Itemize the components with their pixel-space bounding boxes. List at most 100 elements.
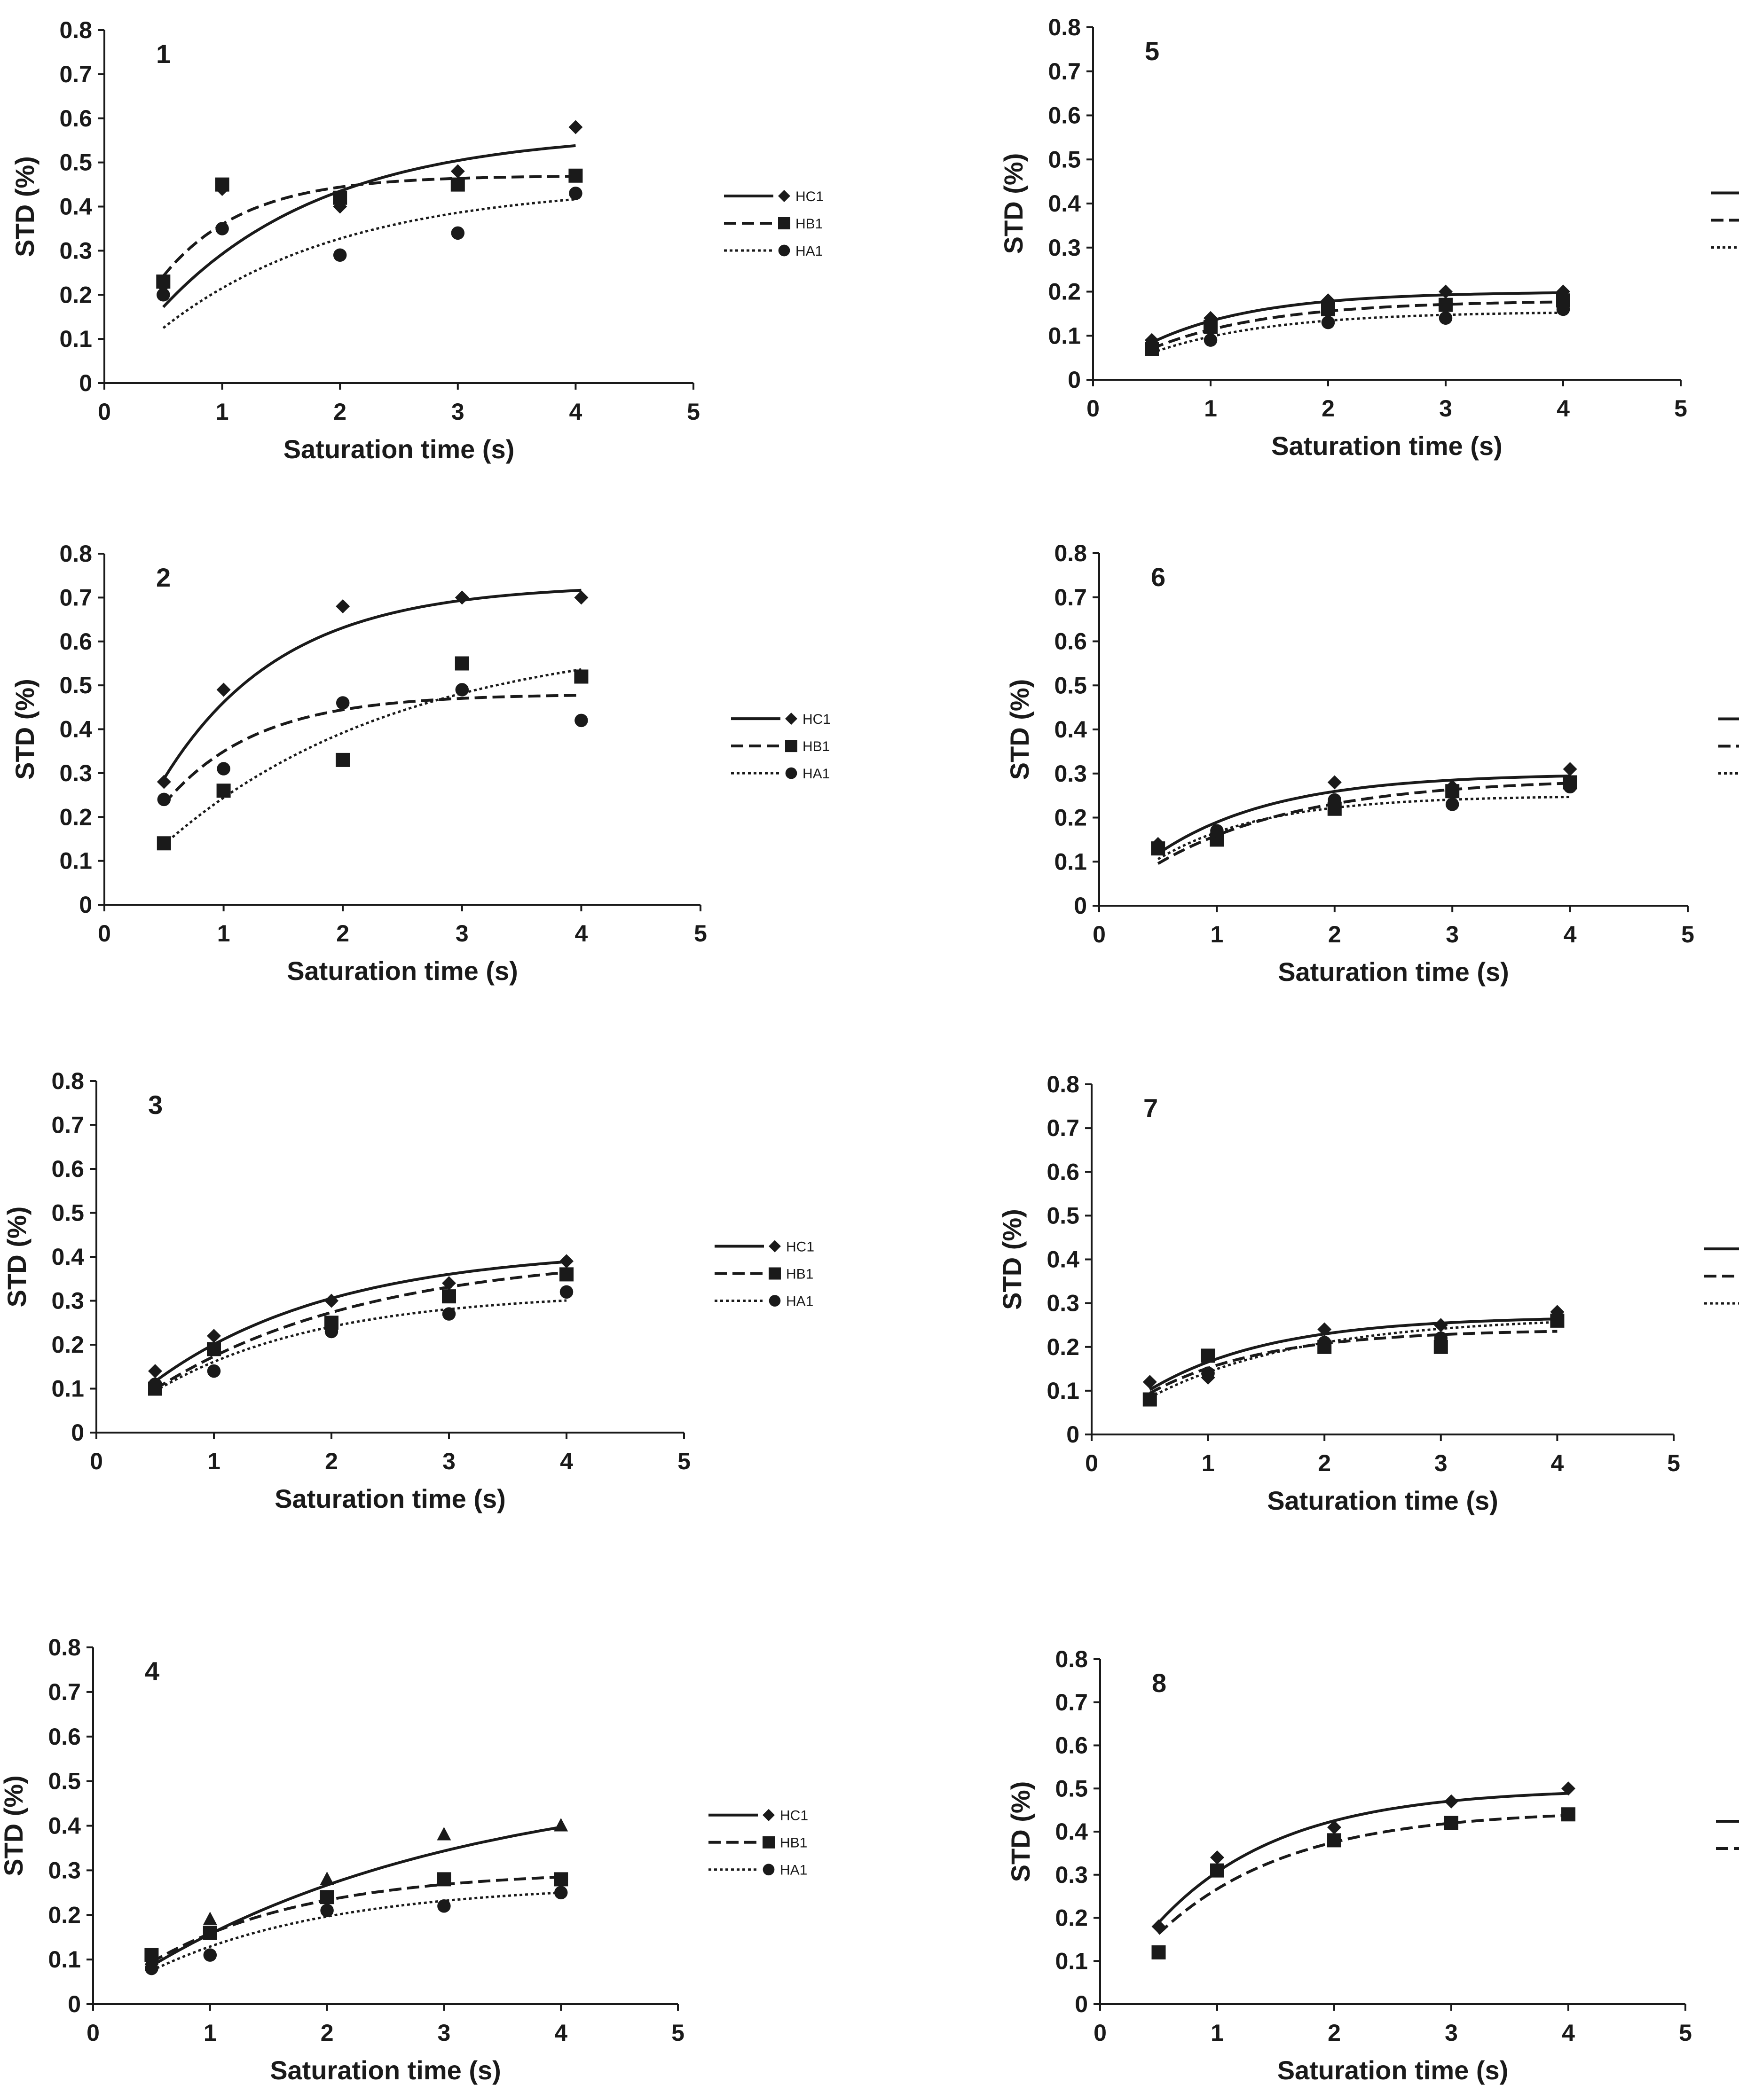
- data-point-hc1: [1327, 775, 1342, 790]
- fit-curve-ha1: [154, 1299, 567, 1392]
- x-tick-label: 0: [1093, 921, 1106, 948]
- data-point-hb1: [450, 177, 465, 192]
- y-tick-label: 0.8: [1047, 1071, 1079, 1097]
- x-tick-label: 4: [574, 920, 588, 947]
- y-tick-label: 0.3: [48, 1857, 81, 1883]
- y-tick-label: 0: [1075, 1991, 1088, 2017]
- panel-number: 4: [145, 1656, 159, 1686]
- data-point-ha1: [215, 222, 229, 235]
- y-tick-label: 0.2: [48, 1902, 81, 1928]
- data-point-hb1: [1445, 784, 1460, 799]
- legend-label-ha1: HA1: [780, 1863, 807, 1878]
- y-tick-label: 0.1: [1054, 848, 1087, 875]
- data-point-hc1: [442, 1276, 456, 1291]
- data-point-ha1: [320, 1904, 334, 1918]
- data-point-hc1: [1317, 1322, 1332, 1337]
- data-point-hb1: [207, 1342, 221, 1356]
- fit-curve-hb1: [1149, 1330, 1558, 1395]
- x-tick-label: 0: [1086, 395, 1100, 422]
- legend-label-ha1: HA1: [786, 1294, 813, 1309]
- data-point-ha1: [442, 1307, 456, 1321]
- data-point-hc1: [1561, 1781, 1575, 1796]
- x-tick-label: 3: [1434, 1450, 1448, 1476]
- x-axis-title: Saturation time (s): [283, 434, 515, 464]
- legend-label-hb1: HB1: [795, 216, 823, 232]
- data-point-ha1: [1434, 1331, 1448, 1345]
- y-tick-label: 0.2: [51, 1332, 84, 1358]
- y-tick-label: 0.6: [48, 1724, 81, 1750]
- y-tick-label: 0.8: [48, 1634, 81, 1661]
- data-point-hb1: [1327, 1833, 1341, 1848]
- y-tick-label: 0.3: [51, 1288, 84, 1314]
- fit-curve-hc1: [154, 1260, 567, 1383]
- data-point-hc1: [1439, 284, 1453, 299]
- x-tick-label: 4: [1557, 395, 1570, 422]
- data-point-hb1: [144, 1948, 159, 1962]
- fit-curve-ha1: [163, 668, 582, 846]
- data-point-ha1: [451, 226, 465, 240]
- x-tick-label: 4: [1550, 1450, 1564, 1476]
- y-tick-label: 0.3: [1054, 760, 1087, 787]
- x-tick-label: 2: [325, 1448, 338, 1474]
- y-tick-label: 0: [71, 1419, 84, 1446]
- x-tick-label: 3: [1446, 921, 1459, 948]
- x-tick-label: 5: [1667, 1450, 1680, 1476]
- y-tick-label: 0: [1068, 367, 1081, 393]
- data-point-hc1: [1142, 1375, 1157, 1389]
- fit-curve-hb1: [1157, 1814, 1569, 1935]
- x-tick-label: 4: [1564, 921, 1577, 948]
- data-point-hc1: [148, 1364, 162, 1379]
- fit-curve-hc1: [163, 588, 582, 780]
- panel-number: 6: [1151, 562, 1165, 592]
- y-tick-label: 0.6: [59, 105, 92, 132]
- y-tick-label: 0.2: [1055, 1905, 1088, 1931]
- fit-curve-hc1: [1149, 1317, 1558, 1391]
- y-tick-label: 0: [1066, 1421, 1079, 1448]
- y-tick-label: 0.8: [1054, 540, 1087, 566]
- fit-curve-hb1: [162, 175, 576, 277]
- x-tick-label: 3: [1439, 395, 1452, 422]
- data-point-ha1: [1210, 824, 1224, 838]
- legend-marker-hc1: [778, 189, 790, 202]
- legend-marker-ha1: [778, 244, 790, 257]
- y-axis-title: STD (%): [997, 1209, 1027, 1310]
- y-tick-label: 0.7: [1047, 1115, 1079, 1141]
- x-tick-label: 2: [1328, 2020, 1341, 2046]
- data-point-ha1: [1201, 1366, 1215, 1380]
- y-tick-label: 0.4: [1048, 190, 1081, 217]
- y-tick-label: 0.6: [51, 1156, 84, 1182]
- y-tick-label: 0.1: [48, 1946, 81, 1973]
- x-tick-label: 1: [1211, 2020, 1224, 2046]
- y-tick-label: 0.1: [59, 848, 92, 874]
- panel-number: 7: [1143, 1093, 1158, 1123]
- y-tick-label: 0.5: [1047, 1202, 1079, 1229]
- data-point-hb1: [442, 1289, 456, 1304]
- y-tick-label: 0.3: [1055, 1862, 1088, 1888]
- y-tick-label: 0.6: [59, 628, 92, 655]
- legend-marker-hc1: [785, 713, 797, 725]
- data-point-hb1: [1204, 320, 1218, 334]
- x-tick-label: 2: [336, 920, 349, 947]
- fit-curve-hb1: [1157, 782, 1570, 865]
- legend-marker-hb1: [778, 217, 790, 229]
- y-tick-label: 0.5: [1054, 672, 1087, 698]
- x-tick-label: 2: [321, 2020, 334, 2046]
- y-tick-label: 0.7: [48, 1679, 81, 1705]
- x-tick-label: 1: [1210, 921, 1223, 948]
- y-tick-label: 0.1: [59, 326, 92, 352]
- y-tick-label: 0.3: [1048, 235, 1081, 261]
- x-axis-title: Saturation time (s): [287, 956, 518, 986]
- x-tick-label: 1: [216, 399, 229, 425]
- fit-curve-ha1: [1149, 1321, 1558, 1399]
- y-tick-label: 0.1: [1047, 1378, 1079, 1404]
- data-point-hc1: [157, 775, 171, 789]
- y-tick-label: 0.6: [1047, 1159, 1079, 1185]
- y-tick-label: 0.2: [1047, 1334, 1079, 1360]
- legend-label-hc1: HC1: [803, 712, 831, 727]
- y-tick-label: 0.7: [51, 1112, 84, 1138]
- legend-marker-hb1: [769, 1267, 781, 1280]
- x-tick-label: 0: [90, 1448, 103, 1474]
- data-point-hc1: [437, 1826, 451, 1841]
- data-point-ha1: [569, 187, 582, 200]
- data-point-hb1: [215, 177, 229, 192]
